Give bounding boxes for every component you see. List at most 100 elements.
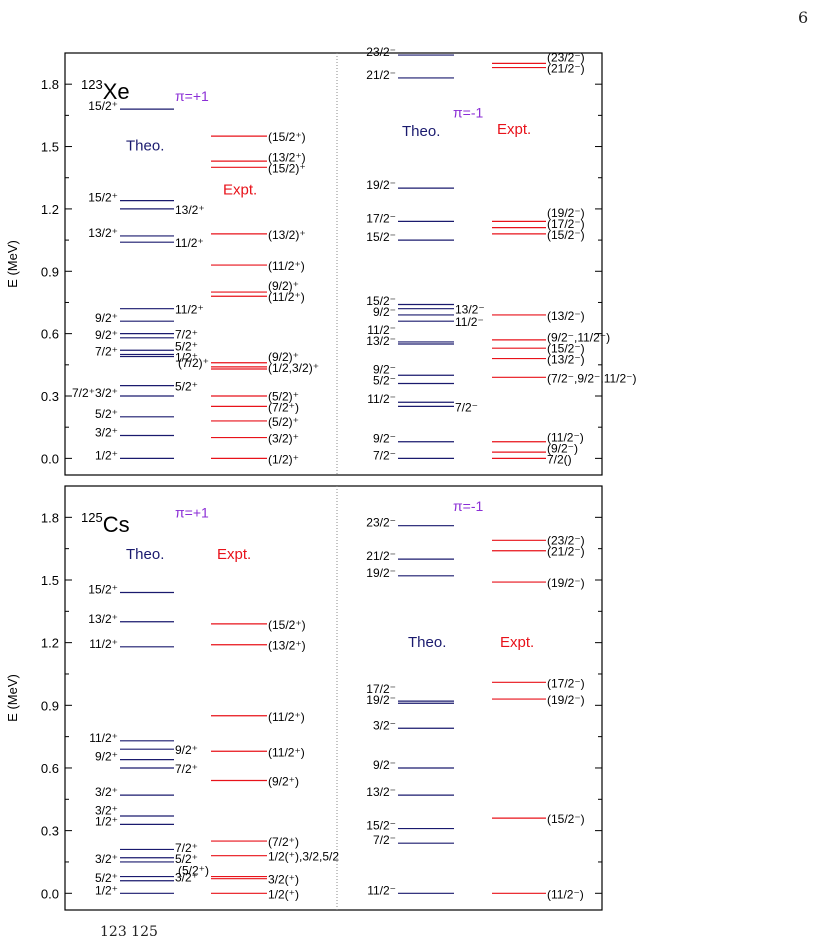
theo-label: Theo. (408, 634, 446, 651)
nucleus-label: 123Xe (81, 77, 130, 104)
theo-level-label: 9/2⁻ (373, 758, 396, 772)
parity-label: π=+1 (175, 88, 209, 104)
y-tick-label: 0.0 (41, 886, 59, 901)
expt-level-label: (11/2⁻) (547, 430, 584, 444)
theo-level-label: 11/2⁻ (367, 392, 396, 406)
y-tick-label: 0.9 (41, 264, 59, 279)
expt-level-label: (9/2)⁺ (268, 350, 299, 364)
theo-level-label: 7/2⁺ (175, 328, 198, 342)
expt-level-label: (11/2⁺) (268, 710, 305, 724)
expt-level-label: (15/2)⁺ (268, 161, 306, 175)
expt-level-label: (15/2⁻) (547, 228, 585, 242)
expt-level-label: (3/2)⁺ (268, 432, 299, 446)
theo-level-label: 19/2⁻ (366, 566, 396, 580)
theo-level-label: 9/2⁻ (373, 363, 396, 377)
theo-level-label: 15/2⁻ (366, 819, 396, 833)
y-axis-label: E (MeV) (5, 240, 20, 288)
theo-level-label: 3/2⁺ (95, 852, 118, 866)
theo-level-label: 15/2⁺ (88, 583, 118, 597)
theo-level-label: 5/2⁺ (95, 407, 118, 421)
expt-level-label: (9/2⁺) (268, 775, 299, 789)
theo-level-label: 9/2⁺ (175, 743, 198, 757)
theo-level-label: 1/2⁺ (175, 351, 198, 365)
expt-level-label: (5/2⁺) (178, 864, 209, 878)
y-tick-label: 1.2 (41, 636, 59, 651)
expt-level-label: (15/2⁻) (547, 342, 585, 356)
theo-label: Theo. (402, 123, 440, 140)
theo-level-label: 3/2⁺ (175, 871, 198, 885)
theo-level-label: 23/2⁻ (366, 45, 396, 59)
expt-label: Expt. (497, 121, 531, 138)
expt-label: Expt. (500, 634, 534, 651)
theo-level-label: 3/2⁺ (95, 426, 118, 440)
theo-level-label: 9/2⁻ (373, 305, 396, 319)
theo-level-label: 17/2⁻ (366, 211, 396, 225)
expt-level-label: (5/2)⁺ (268, 389, 299, 403)
expt-level-label: 1/2(⁺),3/2,5/2 (268, 850, 339, 864)
theo-level-label: 13/2⁻ (455, 303, 485, 317)
nucleus-mass: 125 (81, 510, 103, 525)
expt-level-label: (21/2⁻) (547, 62, 585, 76)
y-tick-label: 1.5 (41, 140, 59, 155)
expt-level-label: (11/2⁺) (268, 259, 305, 273)
theo-label: Theo. (126, 138, 164, 155)
expt-level-label: (9/2⁻,11/2⁻) (547, 331, 610, 345)
expt-level-label: (1/2,3/2)⁺ (268, 361, 319, 375)
theo-level-label: 1/2⁺ (95, 814, 118, 828)
theo-level-label: 13/2⁺ (88, 612, 118, 626)
expt-level-label: (1/2)⁺ (268, 452, 299, 466)
expt-level-label: (7/2⁺) (268, 835, 299, 849)
theo-level-label: 15/2⁻ (366, 230, 396, 244)
expt-level-label: (21/2⁻) (547, 545, 585, 559)
theo-level-label: 3/2⁺ (95, 785, 118, 799)
theo-level-label: 11/2⁺ (175, 303, 204, 317)
theo-level-label: 5/2⁺ (175, 380, 198, 394)
parity-label: π=+1 (175, 504, 209, 520)
expt-level-label: (23/2⁻) (547, 534, 585, 548)
expt-level-label: (13/2)⁺ (268, 228, 306, 242)
nucleus-label: 125Cs (81, 510, 130, 537)
expt-level-label: (7/2⁻,9/2⁻,11/2⁻) (547, 371, 637, 385)
y-tick-label: 0.9 (41, 698, 59, 713)
theo-level-label: 7/2⁺ (95, 344, 118, 358)
theo-level-label: 7/2⁺ (175, 841, 198, 855)
theo-level-label: 9/2⁻ (373, 432, 396, 446)
expt-level-label: (19/2⁻) (547, 693, 585, 707)
expt-level-label: (19/2⁻) (547, 206, 585, 220)
theo-level-label: 7/2⁻ (373, 448, 396, 462)
theo-level-label: 11/2⁻ (367, 323, 396, 337)
y-tick-label: 0.3 (41, 389, 59, 404)
theo-level-label: 5/2⁺ (95, 871, 118, 885)
page-number: 6 (798, 8, 809, 27)
expt-level-label: (7/2)⁺ (178, 356, 209, 370)
expt-level-label: 7/2() (547, 452, 572, 466)
expt-level-label: (9/2⁻) (547, 441, 578, 455)
theo-level-label: 7/2⁺3/2⁺ (72, 386, 118, 400)
expt-level-label: (7/2⁺) (268, 400, 299, 414)
theo-level-label: 13/2⁻ (366, 785, 396, 799)
expt-level-label: (15/2⁺) (268, 130, 306, 144)
expt-level-label: (13/2⁺) (268, 639, 306, 653)
nucleus-symbol: Cs (103, 512, 130, 537)
y-tick-label: 1.2 (41, 202, 59, 217)
theo-level-label: 11/2⁺ (175, 236, 204, 250)
theo-level-label: 11/2⁻ (455, 315, 484, 329)
expt-label: Expt. (223, 181, 257, 198)
y-tick-label: 1.8 (41, 77, 59, 92)
expt-level-label: (9/2)⁺ (268, 279, 299, 293)
expt-level-label: (11/2⁺) (268, 745, 305, 759)
y-axis-label: E (MeV) (5, 674, 20, 722)
theo-level-label: 15/2⁺ (88, 99, 118, 113)
nucleus-symbol: Xe (103, 79, 130, 104)
theo-level-label: 17/2⁻ (366, 682, 396, 696)
theo-level-label: 19/2⁻ (366, 693, 396, 707)
theo-level-label: 5/2⁺ (175, 852, 198, 866)
expt-level-label: (13/2⁺) (268, 150, 306, 164)
expt-level-label: (17/2⁻) (547, 217, 585, 231)
expt-level-label: (13/2⁻) (547, 309, 585, 323)
theo-level-label: 11/2⁺ (89, 637, 118, 651)
y-tick-label: 0.6 (41, 761, 59, 776)
theo-level-label: 1/2⁺ (95, 883, 118, 897)
theo-level-label: 15/2⁺ (88, 191, 118, 205)
